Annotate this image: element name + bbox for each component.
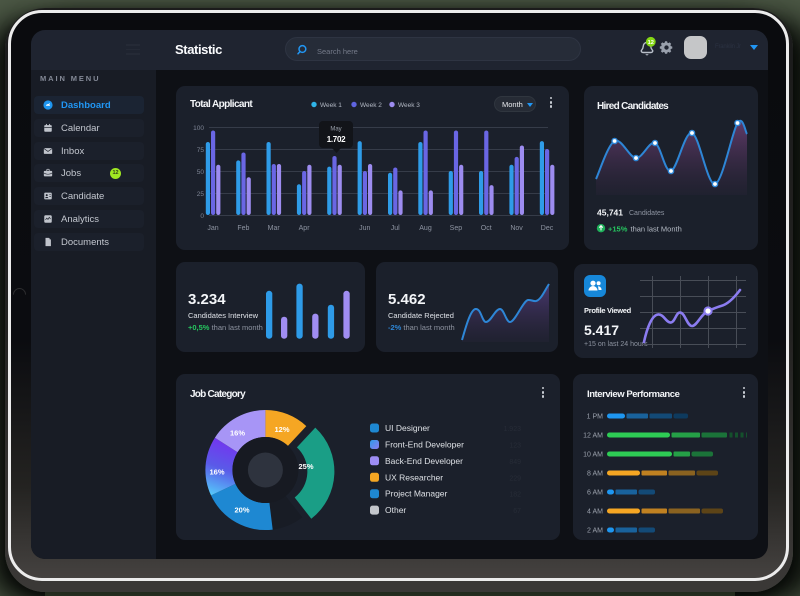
svg-text:Mar: Mar — [268, 225, 281, 232]
svg-text:Week 3: Week 3 — [398, 102, 420, 109]
svg-text:25: 25 — [197, 191, 205, 198]
svg-text:Sep: Sep — [450, 225, 463, 232]
svg-text:25%: 25% — [298, 462, 313, 471]
svg-text:Candidates: Candidates — [629, 210, 665, 217]
svg-text:8 AM: 8 AM — [587, 471, 603, 478]
svg-text:Jul: Jul — [391, 225, 400, 232]
svg-text:Aug: Aug — [419, 225, 432, 232]
svg-text:16%: 16% — [209, 468, 224, 477]
svg-text:UI Designer: UI Designer — [385, 423, 430, 433]
svg-text:Jan: Jan — [207, 225, 218, 232]
svg-text:1.702: 1.702 — [327, 135, 346, 144]
svg-text:182: 182 — [509, 492, 521, 499]
svg-text:Week 2: Week 2 — [360, 102, 382, 109]
svg-text:1.923: 1.923 — [503, 426, 521, 433]
svg-text:10 AM: 10 AM — [583, 452, 603, 459]
svg-text:May: May — [330, 127, 341, 133]
svg-text:UX Researcher: UX Researcher — [385, 472, 443, 482]
svg-text:4 AM: 4 AM — [587, 509, 603, 516]
svg-text:123: 123 — [509, 443, 521, 450]
svg-text:2 AM: 2 AM — [587, 528, 603, 535]
svg-text:75: 75 — [197, 147, 205, 154]
svg-text:16%: 16% — [230, 429, 245, 438]
svg-text:67: 67 — [513, 508, 521, 515]
svg-text:Week 1: Week 1 — [320, 102, 342, 109]
svg-text:Oct: Oct — [481, 225, 492, 232]
svg-text:6 AM: 6 AM — [587, 490, 603, 497]
svg-text:Back-End Developer: Back-End Developer — [385, 456, 463, 466]
svg-text:Project Manager: Project Manager — [385, 489, 448, 499]
svg-text:0: 0 — [200, 213, 204, 220]
svg-text:Other: Other — [385, 505, 406, 515]
svg-text:+15%: +15% — [608, 224, 628, 233]
svg-text:229: 229 — [509, 475, 521, 482]
svg-text:50: 50 — [197, 169, 205, 176]
svg-text:Feb: Feb — [237, 225, 249, 232]
svg-text:1 PM: 1 PM — [587, 414, 604, 421]
svg-text:12: 12 — [648, 40, 654, 46]
svg-text:Jun: Jun — [359, 225, 370, 232]
svg-text:12 AM: 12 AM — [583, 433, 603, 440]
svg-text:100: 100 — [193, 125, 204, 132]
svg-text:Nov: Nov — [510, 225, 523, 232]
svg-text:than last Month: than last Month — [631, 224, 682, 233]
svg-text:Apr: Apr — [299, 225, 311, 232]
svg-text:45,741: 45,741 — [597, 207, 623, 217]
svg-text:849: 849 — [509, 459, 521, 466]
svg-text:12%: 12% — [274, 425, 289, 434]
svg-text:Dec: Dec — [541, 225, 554, 232]
svg-text:Front-End Developer: Front-End Developer — [385, 440, 464, 450]
svg-text:20%: 20% — [234, 506, 249, 515]
